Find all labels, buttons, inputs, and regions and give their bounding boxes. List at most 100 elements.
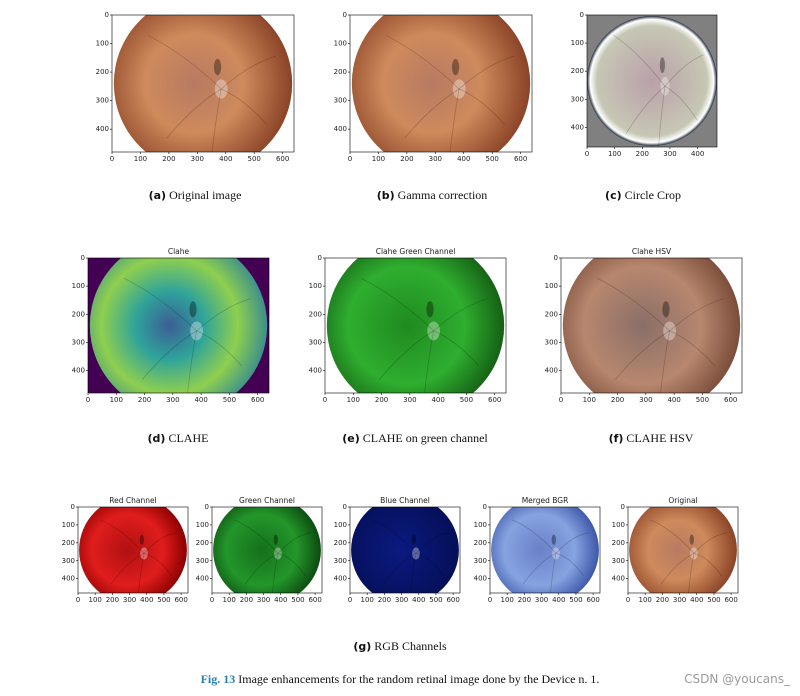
- vessel: [658, 86, 666, 147]
- y-tick-label: 300: [612, 557, 625, 565]
- x-tick-label: 500: [223, 396, 236, 404]
- x-tick-label: 300: [395, 596, 408, 604]
- optic-disc: [663, 321, 676, 341]
- x-tick-label: 600: [514, 155, 527, 163]
- vessel: [220, 55, 276, 90]
- vessel: [382, 553, 417, 585]
- panel-title: Clahe: [168, 247, 190, 256]
- x-tick-label: 400: [219, 155, 232, 163]
- dark-spot: [551, 534, 556, 545]
- x-tick-label: 100: [608, 150, 621, 158]
- y-tick-label: 400: [96, 125, 109, 133]
- x-tick-label: 200: [162, 155, 175, 163]
- optic-disc: [552, 547, 560, 560]
- subcaption-text: Gamma correction: [398, 188, 488, 202]
- retina: [491, 507, 599, 593]
- figure-text: Image enhancements for the random retina…: [238, 672, 599, 686]
- x-tick-label: 100: [372, 155, 385, 163]
- subcaption-label: (e): [342, 432, 360, 445]
- y-tick-label: 200: [571, 67, 584, 75]
- y-tick-label: 400: [571, 123, 584, 131]
- y-tick-label: 300: [571, 95, 584, 103]
- vessel: [410, 553, 417, 593]
- y-tick-label: 200: [474, 539, 487, 547]
- vessel: [143, 532, 178, 554]
- vessel: [459, 88, 506, 125]
- vessel: [361, 277, 434, 332]
- panel: 0 100 200 300 400 500 600 0 100 200 300 400: [96, 11, 295, 163]
- x-tick-label: 200: [611, 396, 624, 404]
- x-tick-label: 600: [724, 596, 737, 604]
- subcaption-label: (a): [149, 189, 166, 202]
- y-tick-label: 100: [545, 282, 558, 290]
- x-tick-label: 300: [429, 155, 442, 163]
- x-tick-label: 600: [488, 396, 501, 404]
- y-tick-label: 100: [474, 521, 487, 529]
- optic-disc: [412, 547, 420, 560]
- axes-frame: [77, 506, 189, 594]
- axes-frame: [627, 506, 739, 594]
- x-tick-label: 100: [347, 396, 360, 404]
- y-tick-label: 300: [545, 338, 558, 346]
- x-tick-label: 600: [586, 596, 599, 604]
- vessel: [277, 553, 306, 577]
- subcaption-label: (d): [148, 432, 166, 445]
- dark-spot: [189, 301, 197, 318]
- subcaption-text: Original image: [169, 188, 241, 202]
- x-tick-label: 500: [248, 155, 261, 163]
- retina: [587, 16, 717, 146]
- x-tick-label: 500: [707, 596, 720, 604]
- fundus-image: [628, 507, 738, 593]
- dark-spot: [426, 301, 434, 318]
- subcaption: (e) CLAHE on green channel: [342, 431, 488, 445]
- optic-disc: [214, 79, 228, 99]
- x-tick-label: 600: [446, 596, 459, 604]
- x-tick-label: 0: [348, 596, 352, 604]
- subcaption-text: CLAHE HSV: [626, 431, 693, 445]
- x-tick-label: 600: [724, 396, 737, 404]
- subcaption: (b) Gamma correction: [377, 188, 488, 202]
- figure-label: Fig. 13: [201, 672, 236, 686]
- y-tick-label: 300: [72, 338, 85, 346]
- y-tick-label: 0: [343, 11, 347, 19]
- x-tick-label: 600: [251, 396, 264, 404]
- vessel: [614, 330, 670, 380]
- y-tick-label: 0: [105, 11, 109, 19]
- x-tick-label: 600: [174, 596, 187, 604]
- x-tick-label: 100: [223, 596, 236, 604]
- subcaption-label: (f): [609, 432, 624, 445]
- y-tick-label: 200: [612, 539, 625, 547]
- x-tick-label: 100: [361, 596, 374, 604]
- vessel: [625, 85, 666, 135]
- y-tick-label: 0: [483, 503, 487, 511]
- x-tick-label: 500: [291, 596, 304, 604]
- vessel: [110, 553, 145, 585]
- x-tick-label: 100: [501, 596, 514, 604]
- panel: Original 0 100 200 300 400 500 600 0 100 200 300 400: [612, 496, 739, 604]
- vessel: [449, 88, 460, 152]
- fundus-image: [561, 258, 742, 393]
- x-tick-label: 300: [403, 396, 416, 404]
- axes-frame: [87, 257, 270, 394]
- retina: [326, 258, 505, 393]
- axes-frame: [349, 506, 461, 594]
- vessel: [138, 553, 145, 593]
- retina: [629, 507, 737, 593]
- vessel: [669, 330, 716, 367]
- x-tick-label: 200: [375, 396, 388, 404]
- x-tick-label: 400: [691, 150, 704, 158]
- x-tick-label: 200: [656, 596, 669, 604]
- vessel: [664, 85, 698, 121]
- vessel: [124, 277, 197, 332]
- panel: Green Channel 0 100 200 300 400 500 600 0 100 200 3…: [196, 496, 323, 604]
- fundus-image: [490, 507, 600, 593]
- x-tick-label: 100: [639, 596, 652, 604]
- x-tick-label: 500: [429, 596, 442, 604]
- vessel: [660, 553, 695, 585]
- subcaption: (d) CLAHE: [148, 431, 209, 445]
- y-tick-label: 100: [96, 40, 109, 48]
- vessel: [433, 298, 489, 332]
- vessel: [693, 553, 722, 577]
- vessel: [148, 35, 222, 90]
- retina: [562, 258, 741, 393]
